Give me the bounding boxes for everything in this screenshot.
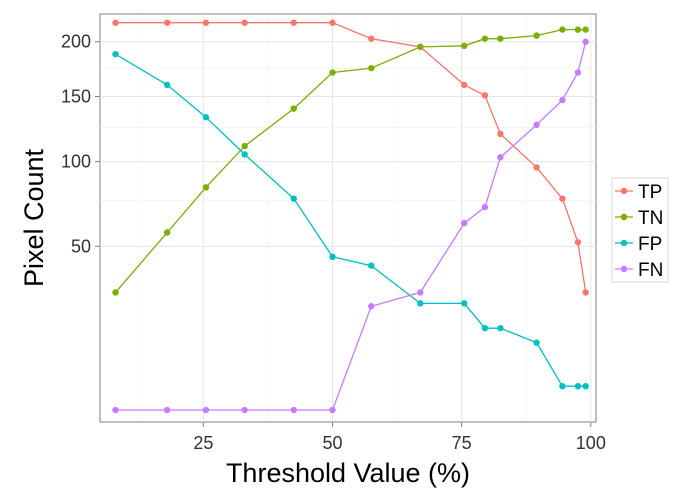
fp-data-point: [559, 383, 566, 390]
tp-data-point: [533, 164, 540, 171]
x-tick-label: 50: [322, 433, 342, 453]
tp-data-point: [290, 19, 297, 26]
tn-data-point: [533, 32, 540, 39]
tn-data-point: [481, 35, 489, 42]
y-tick-label: 150: [61, 87, 91, 107]
tn-data-point: [241, 142, 248, 150]
tp-data-point: [559, 195, 566, 202]
tn-data-point: [329, 69, 336, 76]
fp-data-point: [417, 300, 424, 307]
fp-data-point: [329, 253, 336, 261]
legend-fn-label: FN: [638, 260, 663, 281]
tp-data-point: [481, 92, 489, 99]
y-tick-label: 200: [61, 32, 91, 52]
fp-data-point: [497, 324, 504, 332]
x-tick-label: 75: [452, 433, 472, 453]
legend-tn-label: TN: [638, 208, 663, 229]
fn-data-point: [202, 406, 210, 414]
fp-data-point: [290, 195, 297, 202]
fn-data-point: [461, 219, 468, 227]
tn-data-point: [497, 35, 504, 42]
fn-data-point: [163, 406, 171, 414]
legend-tp-label: TP: [638, 182, 662, 203]
tp-data-point: [163, 19, 171, 26]
tn-data-point: [112, 289, 119, 296]
fp-data-point: [481, 324, 489, 332]
fp-data-point: [202, 114, 210, 121]
grid-layer: [100, 14, 596, 422]
fp-data-point: [574, 383, 582, 390]
fp-data-point: [582, 383, 589, 390]
tp-data-point: [329, 19, 336, 26]
tn-data-point: [368, 64, 375, 72]
tp-data-point: [368, 35, 375, 42]
x-tick-label: 25: [193, 433, 213, 453]
fn-data-point: [582, 38, 589, 45]
fn-data-point: [290, 406, 297, 414]
tn-data-point: [202, 184, 210, 191]
tick-layer: 25 50 75 100 50 100 150 200: [61, 32, 606, 453]
legend-fp-marker: [620, 239, 628, 247]
legend-fn-marker: [620, 265, 628, 273]
fp-data-point: [163, 81, 171, 89]
tn-data-point: [417, 43, 424, 51]
tp-data-point: [112, 19, 119, 26]
legend-tp-marker: [620, 187, 628, 195]
tp-data-point: [461, 81, 468, 89]
x-axis-title: Threshold Value (%): [226, 458, 470, 488]
fn-data-point: [533, 121, 540, 129]
tp-data-point: [202, 19, 210, 26]
tn-data-point: [582, 26, 589, 33]
tp-data-point: [497, 130, 504, 138]
fn-data-point: [497, 154, 504, 161]
fn-data-point: [112, 406, 119, 414]
legend-tn-marker: [620, 213, 628, 221]
fn-data-point: [574, 69, 582, 76]
y-tick-label: 100: [61, 152, 91, 172]
fp-data-point: [241, 151, 248, 158]
tp-data-point: [574, 239, 582, 246]
plot-panel: [99, 13, 597, 423]
tp-data-point: [582, 289, 589, 296]
tp-data-point: [241, 19, 248, 26]
fn-data-point: [417, 289, 424, 296]
legend: TP TN FP FN: [611, 177, 669, 283]
fn-data-point: [559, 96, 566, 104]
fn-data-point: [368, 303, 375, 310]
tn-data-point: [163, 229, 171, 236]
tn-data-point: [290, 105, 297, 112]
series-layer: [112, 19, 589, 414]
tn-data-point: [461, 42, 468, 50]
tn-data-point: [574, 26, 582, 33]
legend-box: [611, 177, 669, 283]
y-axis-title: Pixel Count: [19, 148, 49, 287]
y-tick-label: 50: [71, 236, 91, 256]
fn-data-point: [329, 406, 336, 414]
fn-data-point: [481, 203, 489, 211]
legend-fp-label: FP: [638, 234, 662, 255]
tn-data-point: [559, 26, 566, 33]
fp-data-point: [461, 300, 468, 307]
fp-data-point: [112, 50, 119, 58]
fp-data-point: [533, 339, 540, 346]
fn-data-point: [241, 406, 248, 414]
fp-data-point: [368, 262, 375, 269]
x-tick-label: 100: [576, 433, 606, 453]
